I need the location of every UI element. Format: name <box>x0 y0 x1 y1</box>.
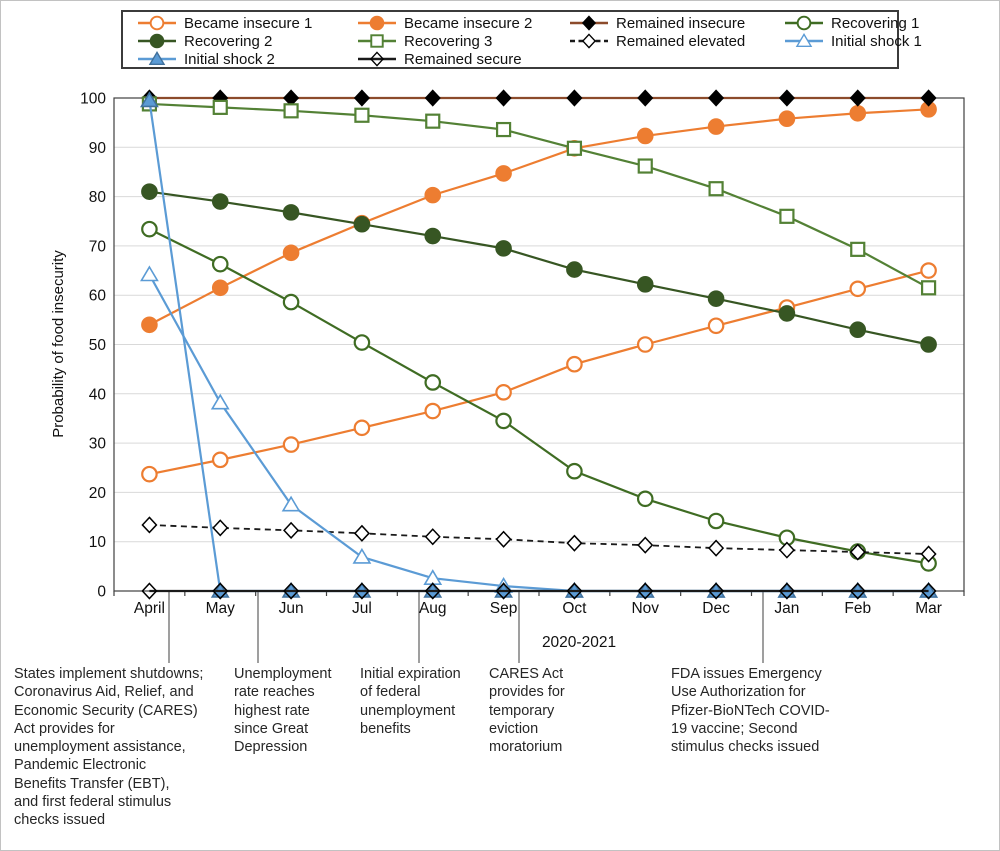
annotation-leader-lines <box>168 592 764 663</box>
svg-text:April: April <box>134 600 165 617</box>
legend-marker-remained-elevated <box>570 33 608 49</box>
legend-marker-recovering-2 <box>138 33 176 49</box>
svg-text:60: 60 <box>89 288 107 305</box>
svg-text:20: 20 <box>89 485 107 502</box>
annotation-shutdowns-cares: States implement shutdowns; Coronavirus … <box>14 666 204 829</box>
legend-label: Became insecure 2 <box>404 14 533 32</box>
legend-label: Recovering 2 <box>184 32 273 50</box>
chart-legend: Became insecure 1 Became insecure 2 Remain… <box>121 10 922 69</box>
legend-item-became-insecure-1: Became insecure 1 <box>137 15 357 32</box>
legend-label: Recovering 3 <box>404 32 493 50</box>
svg-text:0: 0 <box>97 584 106 601</box>
gridlines <box>114 97 964 543</box>
legend-item-recovering-2: Recovering 2 <box>137 33 357 50</box>
svg-text:50: 50 <box>89 337 107 354</box>
legend-label: Initial shock 2 <box>184 50 275 68</box>
legend-label: Initial shock 1 <box>831 32 922 50</box>
series-recovering-3 <box>141 96 937 296</box>
svg-text:Nov: Nov <box>631 600 659 617</box>
x-axis-labels: April May Jun Jul Aug Sep Oct Nov Dec Jan Feb Mar <box>134 600 942 617</box>
svg-text:Dec: Dec <box>702 600 730 617</box>
legend-label: Remained insecure <box>616 14 746 32</box>
svg-text:Jul: Jul <box>352 600 372 617</box>
series-recovering-2 <box>141 183 937 353</box>
series-initial-shock-1 <box>140 265 938 598</box>
svg-text:Sep: Sep <box>490 600 518 617</box>
series-remained-insecure <box>141 89 937 107</box>
legend-item-remained-secure: Remained secure <box>357 51 569 68</box>
y-axis-labels: 0 10 20 30 40 50 60 70 80 90 100 <box>80 91 106 601</box>
series-recovering-1 <box>141 220 937 572</box>
legend-marker-initial-shock-1 <box>785 33 823 47</box>
svg-text:Oct: Oct <box>562 600 587 617</box>
svg-text:Aug: Aug <box>419 600 447 617</box>
legend-marker-recovering-1 <box>785 15 823 31</box>
legend-label: Recovering 1 <box>831 14 920 32</box>
legend-marker-remained-secure <box>358 51 396 67</box>
svg-text:80: 80 <box>89 189 107 206</box>
legend-item-recovering-1: Recovering 1 <box>784 15 922 32</box>
annotation-eviction-moratorium: CARES Act provides for temporary evictio… <box>489 666 565 756</box>
series-remained-secure <box>141 582 937 600</box>
svg-text:Jun: Jun <box>279 600 304 617</box>
svg-text:90: 90 <box>89 140 107 157</box>
annotation-unemployment-rate: Unemployment rate reaches highest rate s… <box>234 666 332 756</box>
legend-item-initial-shock-2: Initial shock 2 <box>137 51 357 68</box>
legend-marker-recovering-3 <box>358 34 396 48</box>
legend-label: Became insecure 1 <box>184 14 313 32</box>
svg-text:10: 10 <box>89 534 107 551</box>
annotation-fda-vaccine: FDA issues Emergency Use Authorization f… <box>671 666 830 756</box>
legend-marker-remained-insecure <box>570 15 608 31</box>
legend-item-recovering-3: Recovering 3 <box>357 33 569 50</box>
legend-item-became-insecure-2: Became insecure 2 <box>357 15 569 32</box>
series-became-insecure-1 <box>141 262 937 483</box>
legend-marker-became-insecure-2 <box>358 15 396 31</box>
svg-text:70: 70 <box>89 238 107 255</box>
svg-text:May: May <box>206 600 236 617</box>
y-axis-title: Probability of food insecurity <box>50 250 67 438</box>
legend-marker-became-insecure-1 <box>138 15 176 31</box>
legend-marker-initial-shock-2 <box>138 51 176 65</box>
legend-label: Remained elevated <box>616 32 746 50</box>
series-remained-elevated <box>141 516 937 563</box>
x-axis-title: 2020-2021 <box>542 634 616 651</box>
svg-text:30: 30 <box>89 436 107 453</box>
svg-text:Mar: Mar <box>915 600 942 617</box>
series-became-insecure-2 <box>141 101 937 334</box>
svg-text:40: 40 <box>89 386 107 403</box>
svg-text:Feb: Feb <box>844 600 871 617</box>
legend-item-remained-insecure: Remained insecure <box>569 15 784 32</box>
legend-item-initial-shock-1: Initial shock 1 <box>784 33 922 50</box>
legend-item-remained-elevated: Remained elevated <box>569 33 784 50</box>
svg-text:100: 100 <box>80 91 106 108</box>
annotation-benefits-expiration: Initial expiration of federal unemployme… <box>360 666 461 737</box>
legend-label: Remained secure <box>404 50 522 68</box>
svg-text:Jan: Jan <box>774 600 799 617</box>
